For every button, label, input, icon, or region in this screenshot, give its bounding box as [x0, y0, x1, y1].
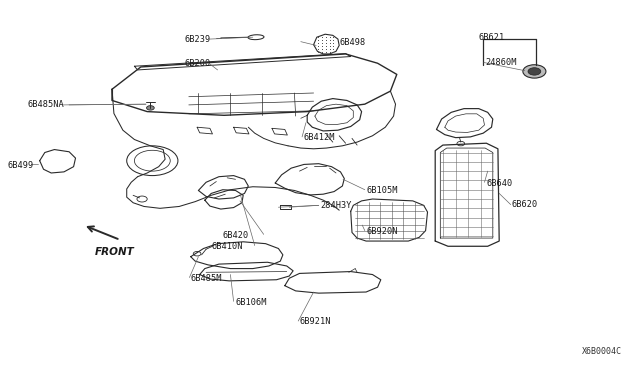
- Text: 24860M: 24860M: [485, 58, 516, 67]
- Circle shape: [528, 68, 541, 75]
- Text: 284H3Y: 284H3Y: [320, 201, 351, 210]
- Circle shape: [523, 65, 546, 78]
- Text: X6B0004C: X6B0004C: [582, 347, 622, 356]
- Text: 6B621: 6B621: [479, 33, 505, 42]
- Text: FRONT: FRONT: [95, 247, 134, 257]
- Text: 6B640: 6B640: [486, 179, 513, 187]
- Text: 6B200: 6B200: [185, 60, 211, 68]
- Text: 6B239: 6B239: [185, 35, 211, 44]
- Text: 6B106M: 6B106M: [236, 298, 267, 307]
- Circle shape: [147, 106, 154, 110]
- Text: 6B410N: 6B410N: [211, 242, 243, 251]
- Text: 6B420: 6B420: [223, 231, 249, 240]
- Text: 6B105M: 6B105M: [366, 186, 397, 195]
- Text: 6B620: 6B620: [512, 200, 538, 209]
- Text: 6B921N: 6B921N: [300, 317, 331, 326]
- Text: 6B485NA: 6B485NA: [28, 100, 64, 109]
- Text: 6B499: 6B499: [7, 161, 33, 170]
- Text: 6B485M: 6B485M: [191, 274, 222, 283]
- Text: 6B412M: 6B412M: [304, 133, 335, 142]
- Text: 6B498: 6B498: [339, 38, 365, 47]
- Text: 6B920N: 6B920N: [366, 227, 397, 236]
